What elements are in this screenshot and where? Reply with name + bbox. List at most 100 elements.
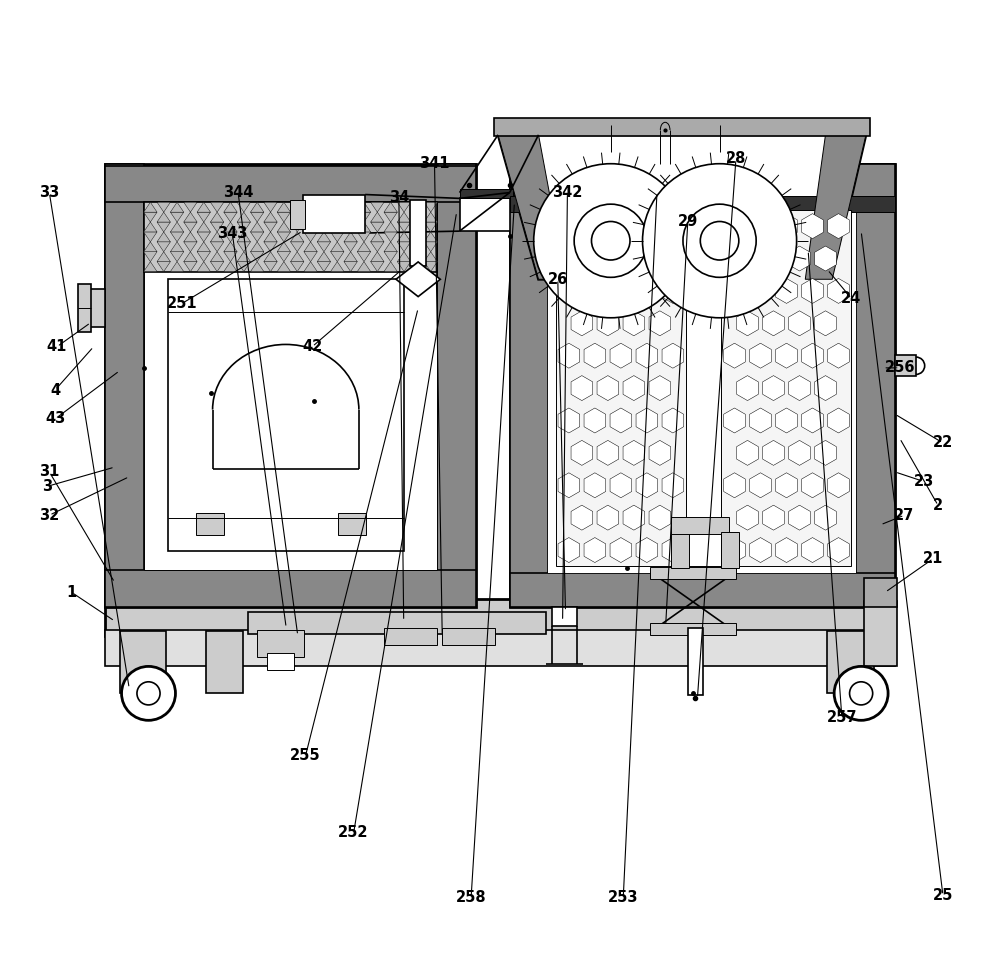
Polygon shape [662, 278, 684, 303]
Circle shape [534, 164, 688, 318]
Text: 27: 27 [894, 508, 915, 523]
Polygon shape [584, 343, 606, 368]
Polygon shape [157, 212, 170, 222]
Polygon shape [649, 506, 671, 531]
Text: 29: 29 [678, 214, 698, 229]
Polygon shape [411, 262, 424, 272]
Polygon shape [304, 251, 317, 262]
Polygon shape [384, 202, 397, 212]
Polygon shape [210, 212, 224, 222]
Bar [548, 197, 856, 573]
Polygon shape [815, 506, 836, 531]
Bar [864, 601, 897, 666]
Polygon shape [291, 232, 304, 242]
Polygon shape [357, 242, 371, 251]
Polygon shape [250, 212, 264, 222]
Bar [206, 631, 243, 693]
Bar [688, 628, 703, 695]
Polygon shape [210, 222, 224, 232]
Polygon shape [331, 202, 344, 212]
Polygon shape [724, 408, 745, 433]
Polygon shape [277, 251, 291, 262]
Polygon shape [815, 246, 836, 271]
Polygon shape [291, 262, 304, 272]
Polygon shape [802, 408, 823, 433]
Polygon shape [277, 202, 291, 212]
Bar [510, 164, 548, 607]
Polygon shape [264, 242, 277, 251]
Polygon shape [184, 222, 197, 232]
Polygon shape [210, 262, 224, 272]
Bar [410, 200, 426, 266]
Polygon shape [776, 343, 797, 368]
Polygon shape [737, 246, 758, 271]
Polygon shape [789, 440, 810, 465]
Polygon shape [157, 251, 170, 262]
Polygon shape [789, 506, 810, 531]
Bar [105, 630, 895, 666]
Polygon shape [197, 202, 210, 212]
Polygon shape [571, 506, 593, 531]
Bar [248, 612, 546, 634]
Polygon shape [170, 202, 184, 212]
Polygon shape [184, 242, 197, 251]
Polygon shape [250, 262, 264, 272]
Polygon shape [344, 202, 357, 212]
Polygon shape [623, 506, 645, 531]
Bar [338, 513, 366, 534]
Polygon shape [304, 242, 317, 251]
Polygon shape [597, 506, 619, 531]
Circle shape [591, 221, 630, 260]
Polygon shape [304, 212, 317, 222]
Polygon shape [424, 251, 437, 262]
Bar [144, 202, 437, 570]
Bar [105, 166, 476, 202]
Text: 41: 41 [47, 339, 67, 354]
Polygon shape [371, 222, 384, 232]
Polygon shape [597, 440, 619, 465]
Polygon shape [623, 311, 645, 336]
Polygon shape [737, 440, 758, 465]
Polygon shape [250, 222, 264, 232]
Bar [460, 198, 513, 231]
Polygon shape [224, 222, 237, 232]
Polygon shape [170, 242, 184, 251]
Bar [267, 653, 294, 670]
Text: 25: 25 [933, 888, 953, 903]
Polygon shape [636, 473, 658, 498]
Polygon shape [331, 251, 344, 262]
Polygon shape [331, 232, 344, 242]
Polygon shape [357, 232, 371, 242]
Bar [442, 628, 495, 645]
Polygon shape [411, 242, 424, 251]
Polygon shape [558, 343, 580, 368]
Bar [384, 628, 437, 645]
Polygon shape [584, 537, 606, 562]
Polygon shape [776, 473, 797, 498]
Polygon shape [737, 311, 758, 336]
Polygon shape [397, 212, 411, 222]
Polygon shape [750, 343, 771, 368]
Bar [827, 631, 874, 693]
Text: 2: 2 [933, 498, 943, 513]
Polygon shape [584, 473, 606, 498]
Bar [290, 200, 305, 229]
Bar [721, 532, 739, 568]
Polygon shape [828, 473, 849, 498]
Polygon shape [750, 408, 771, 433]
Text: 24: 24 [841, 291, 862, 306]
Polygon shape [144, 251, 157, 262]
Polygon shape [237, 232, 250, 242]
Polygon shape [224, 262, 237, 272]
Bar [78, 284, 91, 332]
Polygon shape [344, 232, 357, 242]
Circle shape [850, 682, 873, 705]
Polygon shape [724, 343, 745, 368]
Polygon shape [776, 537, 797, 562]
Text: 34: 34 [389, 190, 409, 205]
Polygon shape [291, 212, 304, 222]
Polygon shape [197, 242, 210, 251]
Text: 21: 21 [923, 551, 944, 566]
Polygon shape [558, 278, 580, 303]
Polygon shape [184, 262, 197, 272]
